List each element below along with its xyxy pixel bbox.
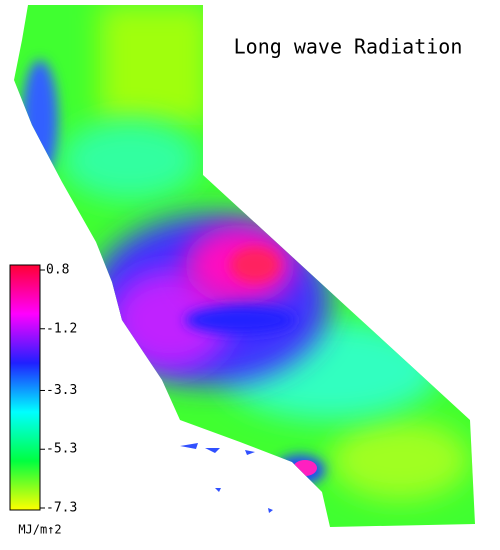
colorbar-tick-label: -5.3 (46, 442, 77, 457)
islands (180, 443, 273, 513)
colorbar: 0.8 -1.2 -3.3 -5.3 -7.3 (9, 263, 77, 516)
colorbar-tick-label: -7.3 (46, 501, 77, 516)
map-title: Long wave Radiation (234, 35, 463, 59)
colorbar-unit: MJ/m↑2 (18, 523, 61, 537)
colorbar-tick-label: 0.8 (46, 263, 69, 278)
colorbar-scale (9, 264, 41, 511)
colorbar-tick-label: -3.3 (46, 383, 77, 398)
colorbar-tick-label: -1.2 (46, 321, 77, 336)
